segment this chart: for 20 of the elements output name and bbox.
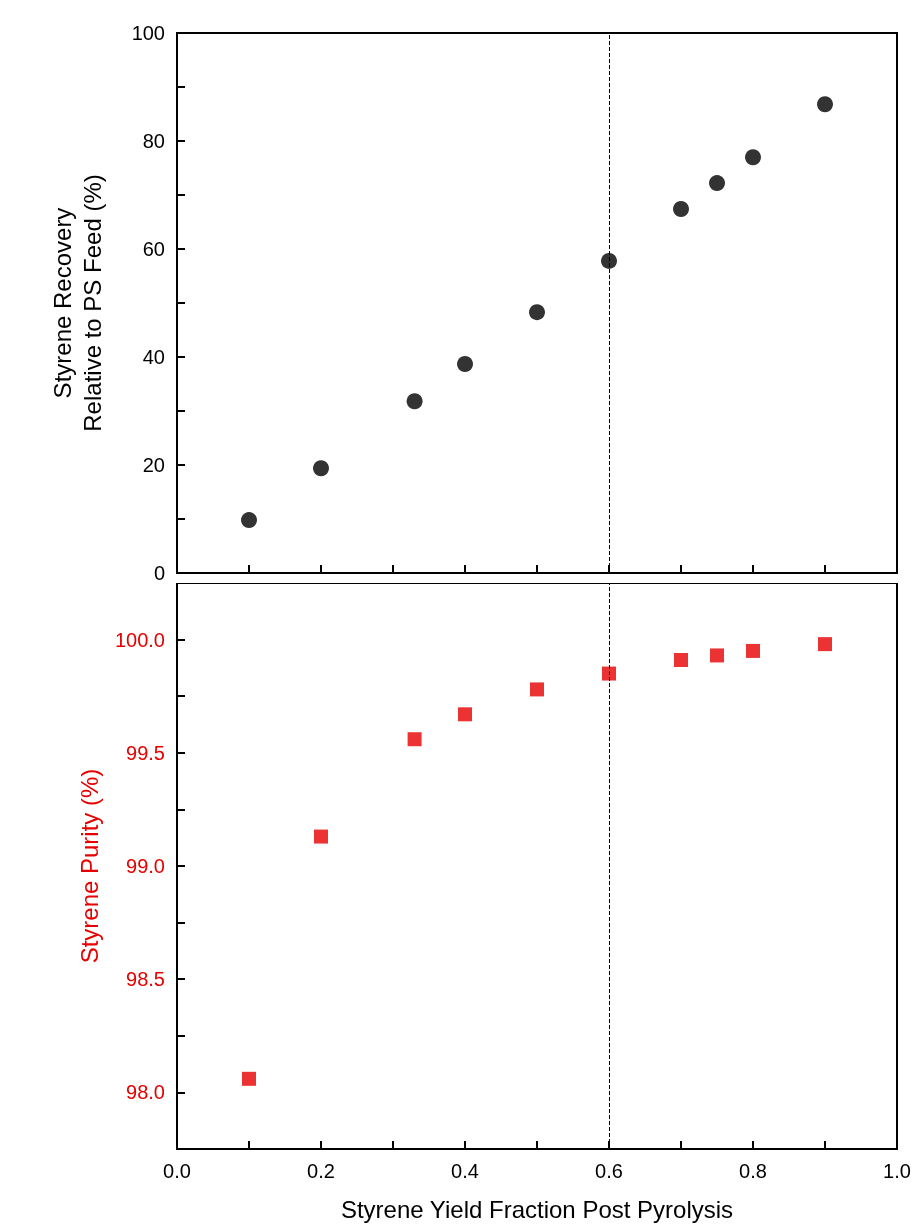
x-tick-label: 0.2 — [307, 1160, 335, 1182]
y-tick-label: 100 — [131, 22, 165, 44]
y-tick-label: 98.0 — [126, 1081, 165, 1104]
y-tick-label: 100.0 — [114, 628, 165, 651]
y-tick-label: 99.5 — [126, 741, 165, 764]
y-tick-label: 98.5 — [126, 968, 165, 991]
x-tick-label: 0.4 — [451, 1160, 479, 1182]
y-tick-label: 20 — [142, 454, 165, 476]
y-axis-title: Styrene Recovery Relative to PS Feed (%) — [48, 174, 106, 432]
y-axis-title: Styrene Purity (%) — [75, 768, 103, 964]
x-tick-label: 1.0 — [883, 1160, 911, 1182]
y-tick-label: 99.0 — [126, 855, 165, 877]
x-tick-label: 0.8 — [739, 1160, 767, 1182]
y-tick-label: 60 — [142, 238, 165, 260]
x-tick-label: 0.6 — [595, 1160, 623, 1182]
x-axis-title: Styrene Yield Fraction Post Pyrolysis — [340, 1195, 734, 1223]
x-tick-label: 0.0 — [163, 1160, 191, 1182]
y-tick-label: 0 — [153, 562, 165, 584]
y-tick-label: 80 — [142, 130, 165, 152]
y-tick-label: 40 — [142, 346, 165, 368]
